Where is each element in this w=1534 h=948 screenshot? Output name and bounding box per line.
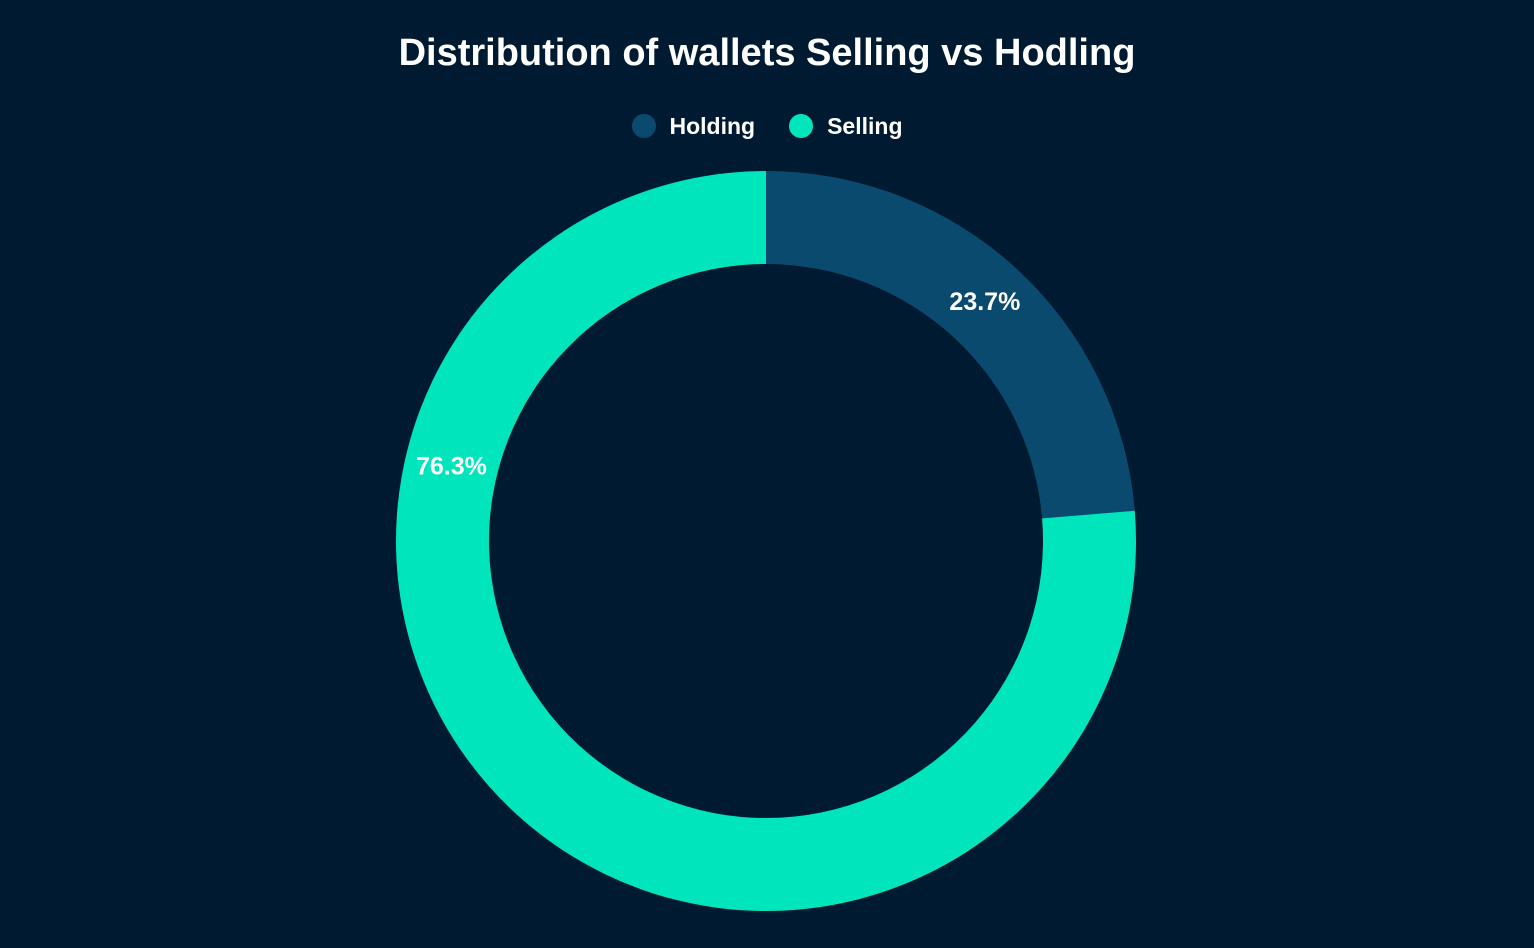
legend-label-selling: Selling xyxy=(827,112,903,139)
donut-slice-holding[interactable] xyxy=(766,171,1135,519)
legend-item-holding[interactable]: Holding xyxy=(631,112,756,140)
chart-title: Distribution of wallets Selling vs Hodli… xyxy=(398,32,1136,74)
chart-legend: Holding Selling xyxy=(0,110,1534,142)
legend-swatch-selling xyxy=(789,114,814,138)
legend-swatch-holding xyxy=(631,114,656,138)
legend-label-holding: Holding xyxy=(669,112,756,139)
slice-label-holding: 23.7% xyxy=(949,288,1020,316)
legend-item-selling[interactable]: Selling xyxy=(789,112,903,140)
slice-label-selling: 76.3% xyxy=(416,452,487,480)
